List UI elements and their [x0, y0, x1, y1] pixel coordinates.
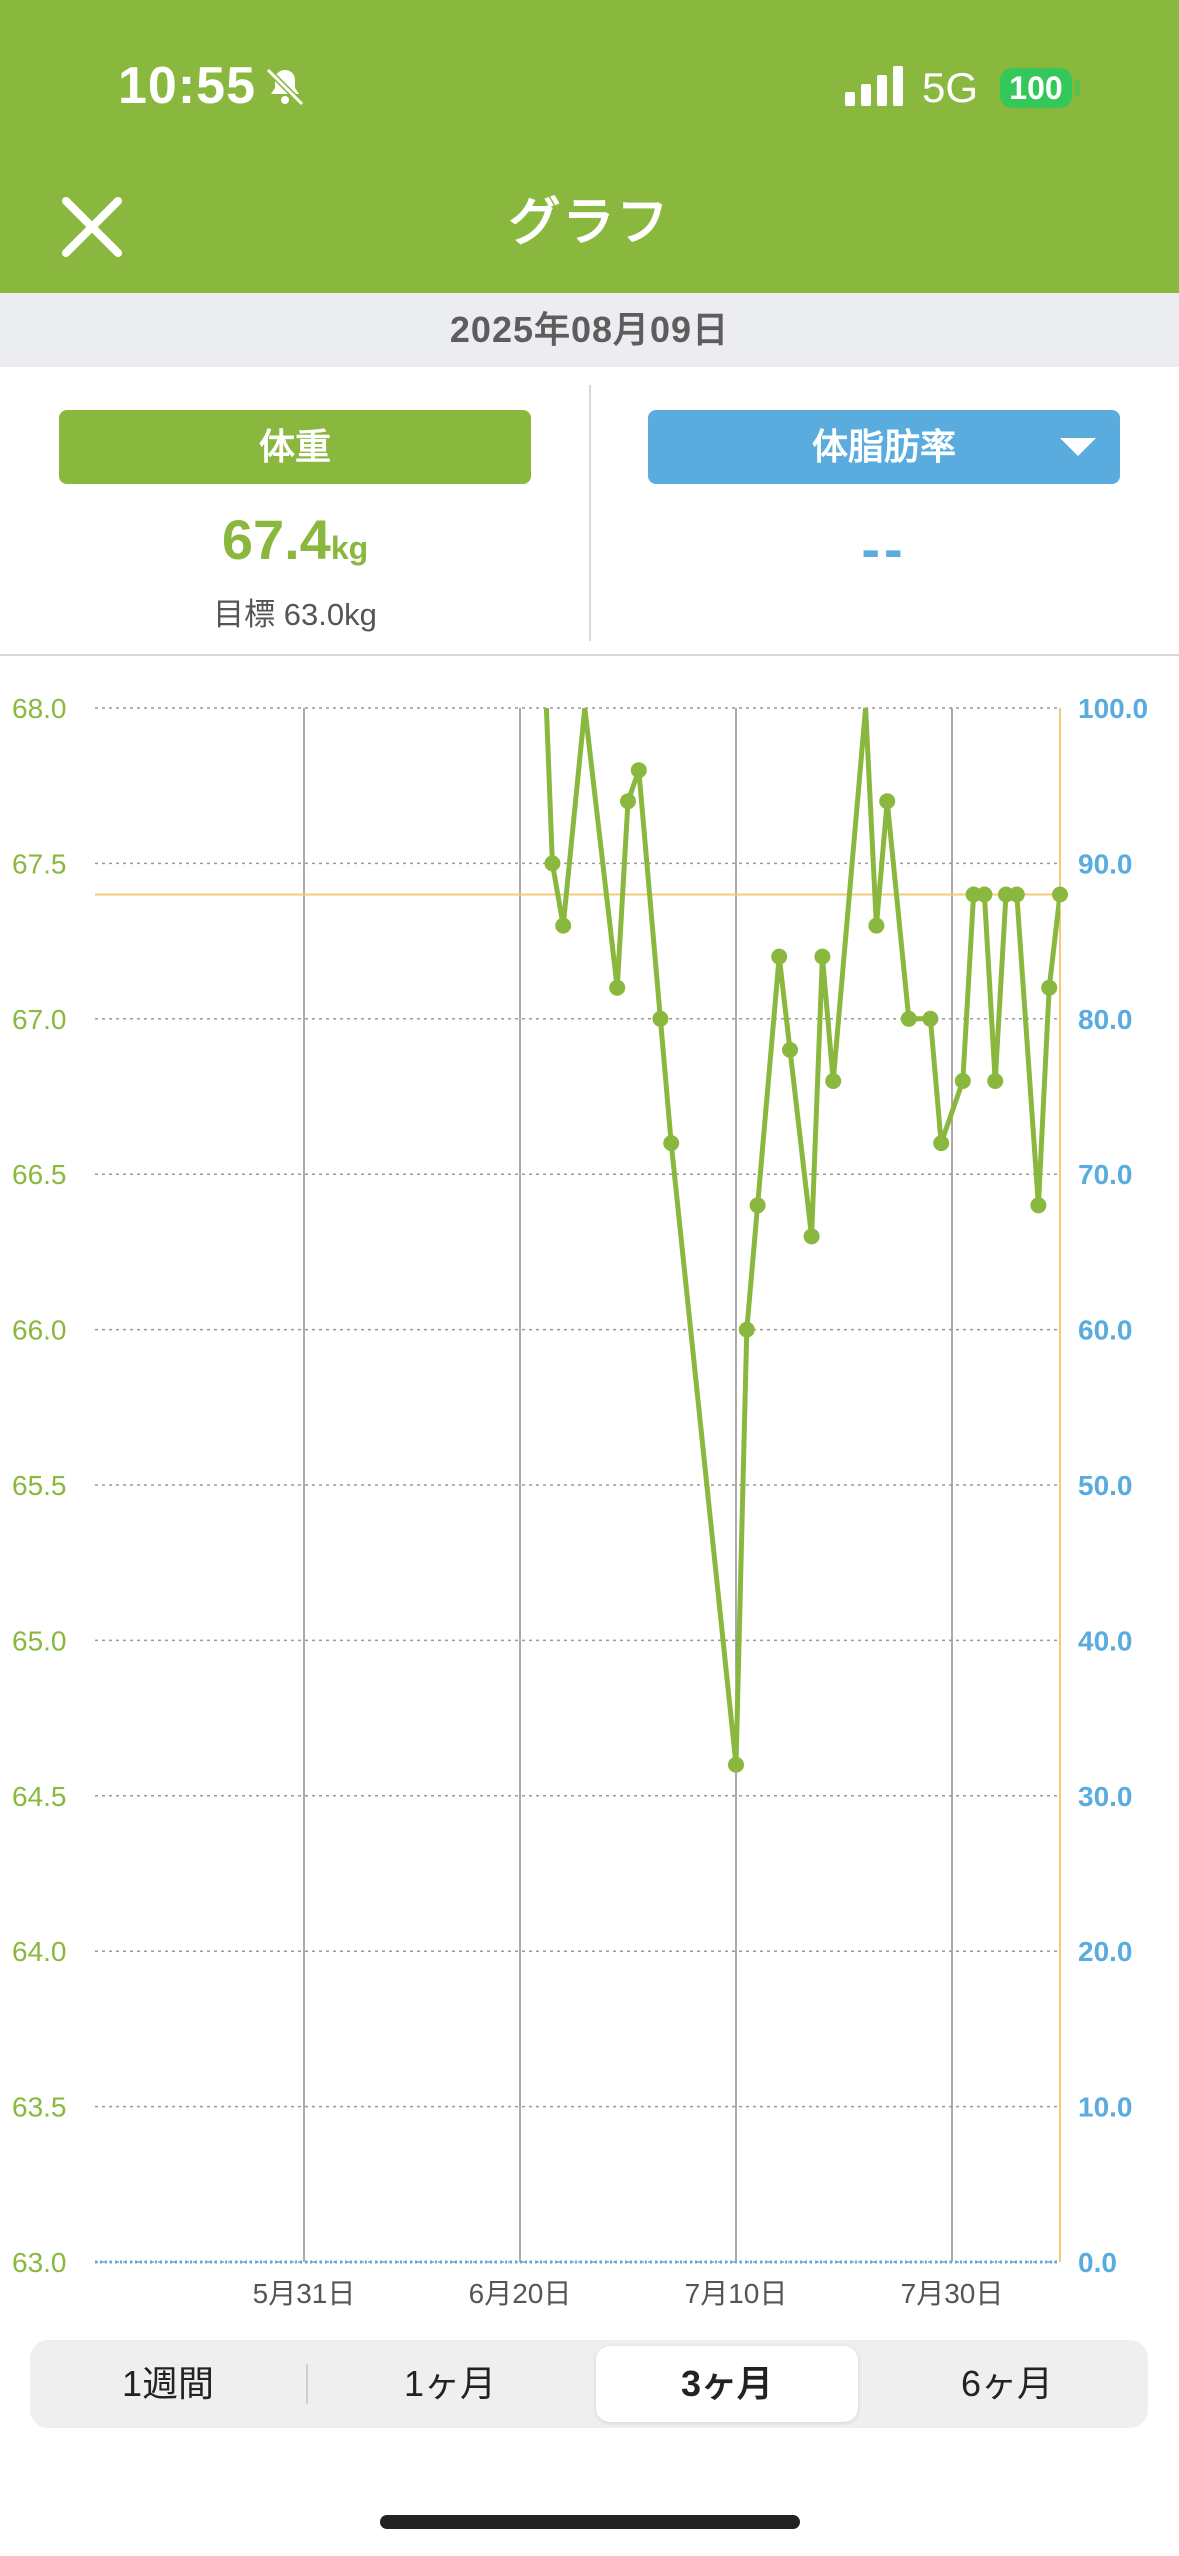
- weight-unit: kg: [330, 530, 369, 566]
- weight-data-point: [738, 1321, 755, 1338]
- y-right-tick-label: 60.0: [1078, 1315, 1133, 1346]
- weight-data-point: [609, 979, 626, 996]
- weight-data-point: [922, 1010, 939, 1027]
- y-right-tick-label: 30.0: [1078, 1781, 1133, 1812]
- weight-data-point: [976, 886, 993, 903]
- weight-data-point: [868, 917, 885, 934]
- weight-data-point: [555, 917, 572, 934]
- summary-panel: 体重 67.4kg 目標 63.0kg 体脂肪率 --: [0, 367, 1179, 656]
- y-right-tick-label: 50.0: [1078, 1470, 1133, 1501]
- dropdown-caret-icon: [1060, 438, 1096, 456]
- x-tick-label: 7月10日: [685, 2278, 788, 2309]
- home-indicator: [380, 2515, 800, 2529]
- tab-4[interactable]: 6ヶ月: [960, 2363, 1054, 2404]
- selected-date: 2025年08月09日: [0, 293, 1179, 367]
- y-left-tick-label: 66.5: [12, 1159, 67, 1190]
- weight-goal: 目標 63.0kg: [213, 597, 377, 632]
- status-time: 10:55: [118, 57, 256, 115]
- weight-data-point: [1052, 886, 1068, 903]
- tab-1[interactable]: 1週間: [121, 2363, 215, 2404]
- range-tabs: 1週間 1ヶ月 3ヶ月 6ヶ月: [30, 2340, 1148, 2428]
- y-left-tick-label: 67.0: [12, 1004, 67, 1035]
- y-left-tick-label: 67.5: [12, 848, 67, 879]
- y-left-tick-label: 63.5: [12, 2092, 67, 2123]
- app-header: 10:55 5G 100 グラフ: [0, 0, 1179, 293]
- x-tick-label: 7月30日: [901, 2278, 1004, 2309]
- y-right-tick-label: 80.0: [1078, 1004, 1133, 1035]
- tab-3[interactable]: 3ヶ月: [596, 2346, 858, 2422]
- page-title: グラフ: [508, 194, 671, 252]
- weight-data-point: [1041, 979, 1058, 996]
- weight-data-point: [782, 1041, 798, 1058]
- y-left-tick-label: 64.0: [12, 1936, 67, 1967]
- body-fat-value: --: [861, 517, 907, 580]
- y-left-tick-label: 64.5: [12, 1781, 67, 1812]
- weight-data-point: [652, 1010, 669, 1027]
- weight-button[interactable]: 体重: [59, 410, 531, 484]
- cellular-signal-icon: [845, 66, 903, 106]
- x-tick-label: 5月31日: [253, 2278, 356, 2309]
- weight-data-point: [803, 1228, 820, 1245]
- tab-2[interactable]: 1ヶ月: [403, 2363, 497, 2404]
- y-left-tick-label: 66.0: [12, 1315, 67, 1346]
- summary-bottom-divider: [0, 654, 1179, 656]
- y-left-tick-label: 63.0: [12, 2247, 67, 2278]
- battery-nub: [1075, 80, 1080, 96]
- close-icon[interactable]: [60, 195, 124, 259]
- weight-chart[interactable]: 68.0 100.0 67.5 90.0 67.0 80.0 66.5 70.0 66.0 60.…: [0, 655, 1179, 2335]
- weight-data-point: [825, 1073, 842, 1089]
- weight-data-point: [933, 1135, 950, 1152]
- y-left-tick-label: 65.5: [12, 1470, 67, 1501]
- y-right-tick-label: 40.0: [1078, 1625, 1133, 1656]
- summary-divider: [589, 385, 591, 641]
- y-right-tick-label: 0.0: [1078, 2247, 1117, 2278]
- weight-data-point: [630, 762, 647, 779]
- battery-icon: 100: [1000, 68, 1072, 108]
- weight-data-point: [663, 1135, 680, 1152]
- weight-data-point: [771, 948, 788, 965]
- weight-data-point: [987, 1073, 1004, 1089]
- weight-data-point: [1008, 886, 1025, 903]
- weight-data-point: [814, 948, 831, 965]
- network-type: 5G: [922, 64, 979, 111]
- weight-data-point: [954, 1073, 971, 1089]
- tab-separator: [306, 2364, 308, 2404]
- weight-data-point: [728, 1756, 744, 1773]
- y-right-tick-label: 100.0: [1078, 693, 1148, 724]
- x-tick-label: 6月20日: [469, 2278, 572, 2309]
- y-right-tick-label: 70.0: [1078, 1159, 1133, 1190]
- weight-data-point: [544, 855, 561, 872]
- weight-data-point: [879, 793, 896, 810]
- weight-number: 67.4: [221, 508, 331, 571]
- weight-data-point: [900, 1010, 917, 1027]
- body-fat-dropdown[interactable]: 体脂肪率: [648, 410, 1120, 484]
- y-right-tick-label: 90.0: [1078, 848, 1133, 879]
- weight-data-point: [1030, 1197, 1047, 1214]
- y-right-tick-label: 10.0: [1078, 2092, 1133, 2123]
- y-right-tick-label: 20.0: [1078, 1936, 1133, 1967]
- weight-value: 67.4kg: [59, 507, 531, 587]
- bell-slash-icon: [265, 67, 305, 107]
- weight-data-point: [620, 793, 636, 810]
- weight-series-line: [543, 708, 1060, 1768]
- body-fat-label: 体脂肪率: [811, 426, 956, 467]
- y-left-tick-label: 65.0: [12, 1625, 67, 1656]
- y-left-tick-label: 68.0: [12, 693, 67, 724]
- weight-data-point: [749, 1197, 766, 1214]
